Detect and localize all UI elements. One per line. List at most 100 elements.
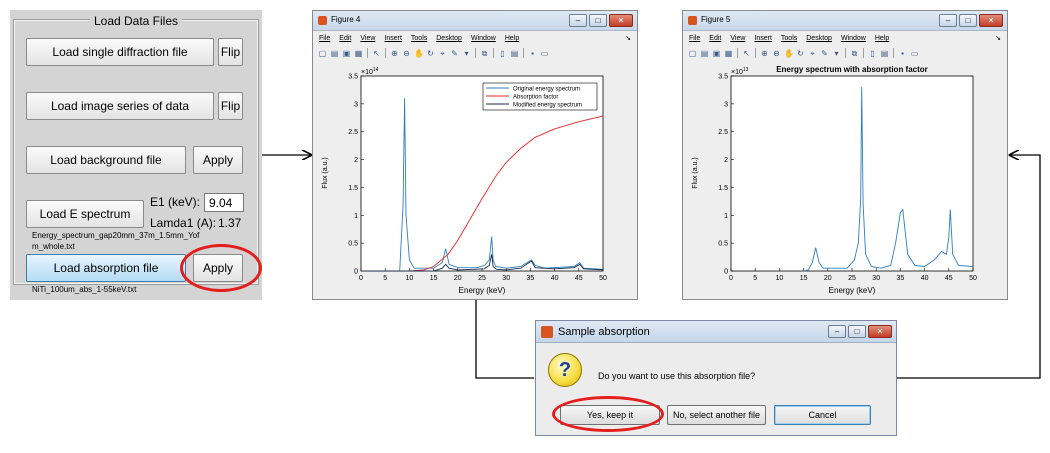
figure4-xlabel: Energy (keV) <box>459 286 506 295</box>
flip-button-2[interactable]: Flip <box>218 92 243 120</box>
menu-dock-arrow-icon[interactable]: ↘ <box>625 35 631 42</box>
dialog-title: Sample absorption <box>558 326 650 338</box>
rotate-icon[interactable]: ↻ <box>427 48 434 58</box>
open-file-icon[interactable]: ▤ <box>330 48 339 58</box>
close-button[interactable]: ✕ <box>979 14 1003 27</box>
toolbar-separator <box>493 48 494 58</box>
menu-help[interactable]: Help <box>504 35 520 42</box>
menu-file[interactable]: File <box>319 35 331 42</box>
hide-tools-icon[interactable]: ▪ <box>901 48 904 58</box>
figure5-xtick-label: 5 <box>753 275 757 282</box>
brush-icon[interactable]: ✎ <box>451 48 458 58</box>
print-icon[interactable]: ▦ <box>724 48 733 58</box>
link-icon[interactable]: ⧉ <box>481 48 488 58</box>
legend-icon[interactable]: ▤ <box>510 48 519 58</box>
figure5-ytick-label: 1 <box>724 213 728 220</box>
menu-window[interactable]: Window <box>470 35 496 42</box>
new-figure-icon[interactable]: ▢ <box>318 48 327 58</box>
minimize-button[interactable]: – <box>828 325 846 338</box>
menu-edit[interactable]: Edit <box>709 35 722 42</box>
no-select-another-button[interactable]: No, select another file <box>667 405 766 425</box>
toolbar-separator <box>523 48 524 58</box>
menu-insert[interactable]: Insert <box>384 35 402 42</box>
colorbar-icon[interactable]: ▯ <box>500 48 505 58</box>
zoom-out-icon[interactable]: ⊖ <box>403 48 410 58</box>
load-absorption-button[interactable]: Load absorption file <box>26 254 186 282</box>
figure5-xtick-label: 30 <box>872 275 880 282</box>
figure4-titlebar[interactable]: Figure 4 – □ ✕ <box>313 11 637 31</box>
save-icon[interactable]: ▣ <box>712 48 721 58</box>
figure5-plot-title: Energy spectrum with absorption factor <box>776 65 928 74</box>
figure4-xtick-label: 0 <box>359 275 363 282</box>
highlight-ring-apply <box>180 244 262 292</box>
menu-window[interactable]: Window <box>840 35 866 42</box>
pan-icon[interactable]: ✋ <box>784 48 794 58</box>
menu-view[interactable]: View <box>360 35 376 42</box>
menu-file[interactable]: File <box>689 35 701 42</box>
spectrum-filename-line2: m_whole.txt <box>32 242 75 251</box>
new-figure-icon[interactable]: ▢ <box>688 48 697 58</box>
menu-help[interactable]: Help <box>874 35 890 42</box>
matlab-icon <box>541 326 553 338</box>
figure4-ylabel: Flux (a.u.) <box>322 157 329 189</box>
toolbar-separator <box>845 48 846 58</box>
figure4-menubar: File Edit View Insert Tools Desktop Wind… <box>313 32 637 45</box>
figure5-series-0 <box>803 87 974 272</box>
link-icon[interactable]: ⧉ <box>851 48 858 58</box>
dropdown-arrow-icon[interactable]: ▾ <box>834 48 839 58</box>
menu-desktop[interactable]: Desktop <box>806 35 832 42</box>
data-cursor-icon[interactable]: ⌖ <box>440 48 445 58</box>
menu-tools[interactable]: Tools <box>410 35 428 42</box>
select-arrow-icon[interactable]: ↖ <box>373 48 380 58</box>
maximize-button[interactable]: □ <box>848 325 866 338</box>
figure4-xtick-label: 30 <box>502 275 510 282</box>
minimize-button[interactable]: – <box>569 14 587 27</box>
zoom-out-icon[interactable]: ⊖ <box>773 48 780 58</box>
rotate-icon[interactable]: ↻ <box>797 48 804 58</box>
save-icon[interactable]: ▣ <box>342 48 351 58</box>
figure4-ytick-label: 3.5 <box>348 74 358 81</box>
data-cursor-icon[interactable]: ⌖ <box>810 48 815 58</box>
dropdown-arrow-icon[interactable]: ▾ <box>464 48 469 58</box>
zoom-in-icon[interactable]: ⊕ <box>761 48 768 58</box>
show-tools-icon[interactable]: ▭ <box>540 48 549 58</box>
close-button[interactable]: ✕ <box>609 14 633 27</box>
pan-icon[interactable]: ✋ <box>414 48 424 58</box>
figure5-titlebar[interactable]: Figure 5 – □ ✕ <box>683 11 1007 31</box>
figure5-plot: 0 5 10 15 20 25 30 35 40 45 50 0 0.5 1 1.5 2 2.5 3 3.5 ×10… <box>692 65 977 295</box>
menu-insert[interactable]: Insert <box>754 35 772 42</box>
figure4-toolbar: ▢ ▤ ▣ ▦ ↖ ⊕ ⊖ ✋ ↻ ⌖ ✎ ▾ ⧉ ▯ ▤ ▪ ▭ <box>313 46 637 60</box>
cancel-button[interactable]: Cancel <box>774 405 871 425</box>
flip-button-1[interactable]: Flip <box>218 38 243 66</box>
menu-tools[interactable]: Tools <box>780 35 798 42</box>
colorbar-icon[interactable]: ▯ <box>870 48 875 58</box>
hide-tools-icon[interactable]: ▪ <box>531 48 534 58</box>
menu-view[interactable]: View <box>730 35 746 42</box>
print-icon[interactable]: ▦ <box>354 48 363 58</box>
figure4-ytick-label: 1.5 <box>348 185 358 192</box>
figure5-menubar: File Edit View Insert Tools Desktop Wind… <box>683 32 1007 45</box>
load-e-spectrum-button[interactable]: Load E spectrum <box>26 200 144 228</box>
lamda-value: 1.37 <box>218 216 242 230</box>
open-file-icon[interactable]: ▤ <box>700 48 709 58</box>
maximize-button[interactable]: □ <box>589 14 607 27</box>
close-button[interactable]: ✕ <box>868 325 892 338</box>
show-tools-icon[interactable]: ▭ <box>910 48 919 58</box>
minimize-button[interactable]: – <box>939 14 957 27</box>
apply-background-button[interactable]: Apply <box>193 146 243 174</box>
zoom-in-icon[interactable]: ⊕ <box>391 48 398 58</box>
maximize-button[interactable]: □ <box>959 14 977 27</box>
menu-edit[interactable]: Edit <box>339 35 352 42</box>
load-image-series-button[interactable]: Load image series of data <box>26 92 214 120</box>
load-single-diffraction-button[interactable]: Load single diffraction file <box>26 38 214 66</box>
legend-icon[interactable]: ▤ <box>880 48 889 58</box>
load-background-button[interactable]: Load background file <box>26 146 186 174</box>
menu-dock-arrow-icon[interactable]: ↘ <box>995 35 1001 42</box>
legend-label-modified: Modified energy spectrum <box>513 103 582 109</box>
select-arrow-icon[interactable]: ↖ <box>743 48 750 58</box>
brush-icon[interactable]: ✎ <box>821 48 828 58</box>
e1-input[interactable]: 9.04 <box>204 193 244 212</box>
menu-desktop[interactable]: Desktop <box>436 35 462 42</box>
dialog-titlebar[interactable]: Sample absorption – □ ✕ <box>536 321 896 343</box>
